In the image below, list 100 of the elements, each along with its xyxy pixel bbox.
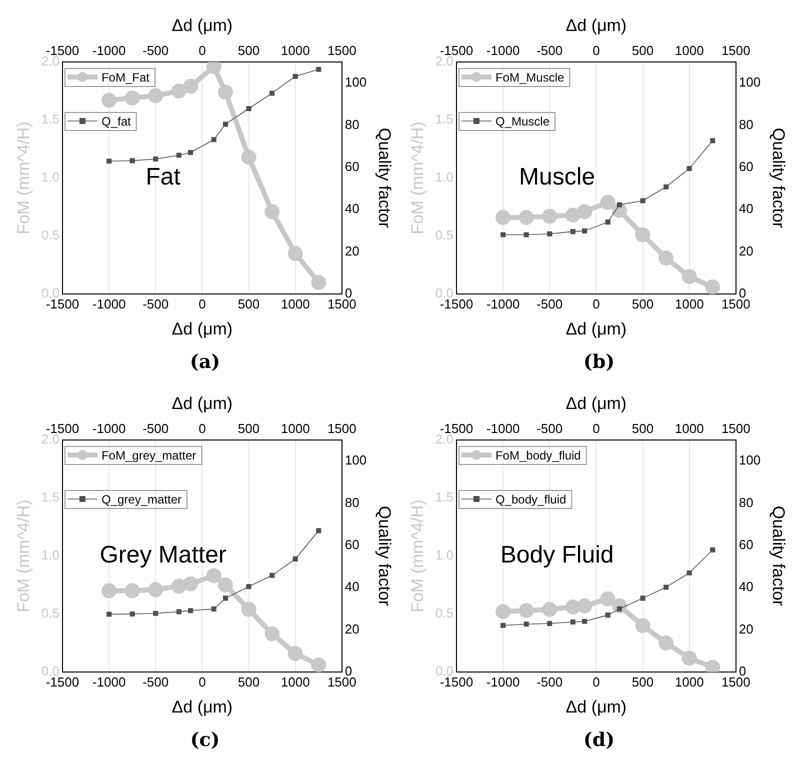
y2-tick-label: 60 <box>344 537 360 552</box>
text: (a) <box>188 350 222 375</box>
legend-label: FoM_body_fluid <box>495 448 581 462</box>
point <box>570 619 576 625</box>
point <box>547 231 552 236</box>
x-axis-title: Δd (μm) <box>566 319 627 338</box>
point <box>241 150 256 165</box>
y2-tick-label: 20 <box>738 621 754 636</box>
point <box>710 138 716 144</box>
y2-tick-label: 60 <box>738 537 754 552</box>
x2-axis-title: Δd (μm) <box>566 394 627 413</box>
x2-tick-label: -500 <box>142 420 169 436</box>
x2-tick-label: 0 <box>198 420 206 436</box>
point <box>106 158 112 164</box>
point <box>124 90 140 106</box>
y2-tick-label: 80 <box>344 494 360 510</box>
x-tick-label: 1000 <box>674 296 704 312</box>
x2-tick-label: 1000 <box>674 420 704 436</box>
legend-label: Q_grey_matter <box>101 492 182 506</box>
point <box>148 88 164 104</box>
point <box>311 658 326 672</box>
point <box>148 582 164 598</box>
y2-tick-label: 40 <box>738 579 754 594</box>
point <box>218 84 233 100</box>
point <box>547 620 552 626</box>
point <box>218 578 233 592</box>
x-tick-label: -500 <box>142 674 169 690</box>
point <box>496 604 511 620</box>
point <box>635 618 650 634</box>
text: (b) <box>582 350 616 375</box>
point <box>246 106 252 112</box>
point <box>211 137 216 142</box>
y2-tick-label: 20 <box>344 243 360 258</box>
x2-axis-title: Δd (μm) <box>172 16 233 35</box>
point <box>188 150 194 155</box>
x2-tick-label: 1000 <box>280 42 310 58</box>
point <box>518 210 534 225</box>
y2-axis-title: Quality factor <box>769 506 788 606</box>
legend-label: Q_Muscle <box>495 114 550 128</box>
x-tick-label: 500 <box>238 296 260 312</box>
x2-tick-label: -500 <box>536 42 563 58</box>
point <box>316 66 322 72</box>
point <box>577 598 592 614</box>
point <box>705 280 720 294</box>
x-tick-label: -500 <box>142 296 169 312</box>
y2-axis-title: Quality factor <box>375 128 394 228</box>
x2-tick-label: 1500 <box>327 42 356 58</box>
x2-tick-label: -1000 <box>486 420 520 436</box>
y2-tick-label: 100 <box>344 74 367 90</box>
point <box>176 152 182 158</box>
x-tick-label: -1500 <box>440 674 474 690</box>
y2-tick-label: 20 <box>738 243 754 258</box>
point <box>270 572 275 578</box>
legend-label: Q_body_fluid <box>495 492 566 506</box>
point <box>605 612 610 618</box>
x-tick-label: 0 <box>592 674 600 690</box>
y2-tick-label: 80 <box>344 116 360 132</box>
x-tick-label: 500 <box>238 674 260 690</box>
x2-tick-label: 1000 <box>280 420 310 436</box>
x-tick-label: -1500 <box>46 296 80 312</box>
x-tick-label: 500 <box>632 674 654 690</box>
y2-tick-label: 100 <box>738 74 761 90</box>
x2-tick-label: -1500 <box>46 42 80 58</box>
y2-tick-label: 40 <box>344 201 360 216</box>
point <box>288 646 303 661</box>
point <box>211 606 216 612</box>
annotation: Grey Matter <box>100 542 226 569</box>
x2-tick-label: -1500 <box>46 420 80 436</box>
point <box>682 269 697 284</box>
point <box>222 122 228 127</box>
x2-tick-label: 1500 <box>721 42 750 58</box>
point <box>600 194 616 210</box>
point <box>102 583 117 598</box>
y2-tick-label: 20 <box>344 621 360 636</box>
point <box>664 184 669 190</box>
point <box>542 208 558 224</box>
x-tick-label: 1000 <box>280 674 310 690</box>
y2-tick-label: 40 <box>738 201 754 216</box>
x-axis-title: Δd (μm) <box>172 319 233 338</box>
x2-tick-label: 1500 <box>327 420 356 436</box>
point <box>171 84 186 98</box>
x2-tick-label: -1000 <box>92 42 126 58</box>
point <box>605 220 610 225</box>
y2-tick-label: 40 <box>344 579 360 594</box>
point <box>664 584 669 590</box>
point <box>288 246 303 261</box>
point <box>292 74 298 79</box>
point <box>635 227 650 242</box>
x2-tick-label: -1500 <box>440 420 474 436</box>
x-tick-label: 1000 <box>674 674 704 690</box>
point <box>496 210 511 225</box>
point <box>524 622 529 627</box>
x-tick-label: 0 <box>198 674 206 690</box>
point <box>686 166 692 172</box>
x-tick-label: -1000 <box>92 296 126 312</box>
annotation: Fat <box>146 164 181 191</box>
text: (d) <box>582 728 616 753</box>
point <box>582 618 588 624</box>
y2-tick-label: 80 <box>738 494 754 510</box>
annotation: Muscle <box>519 164 596 191</box>
